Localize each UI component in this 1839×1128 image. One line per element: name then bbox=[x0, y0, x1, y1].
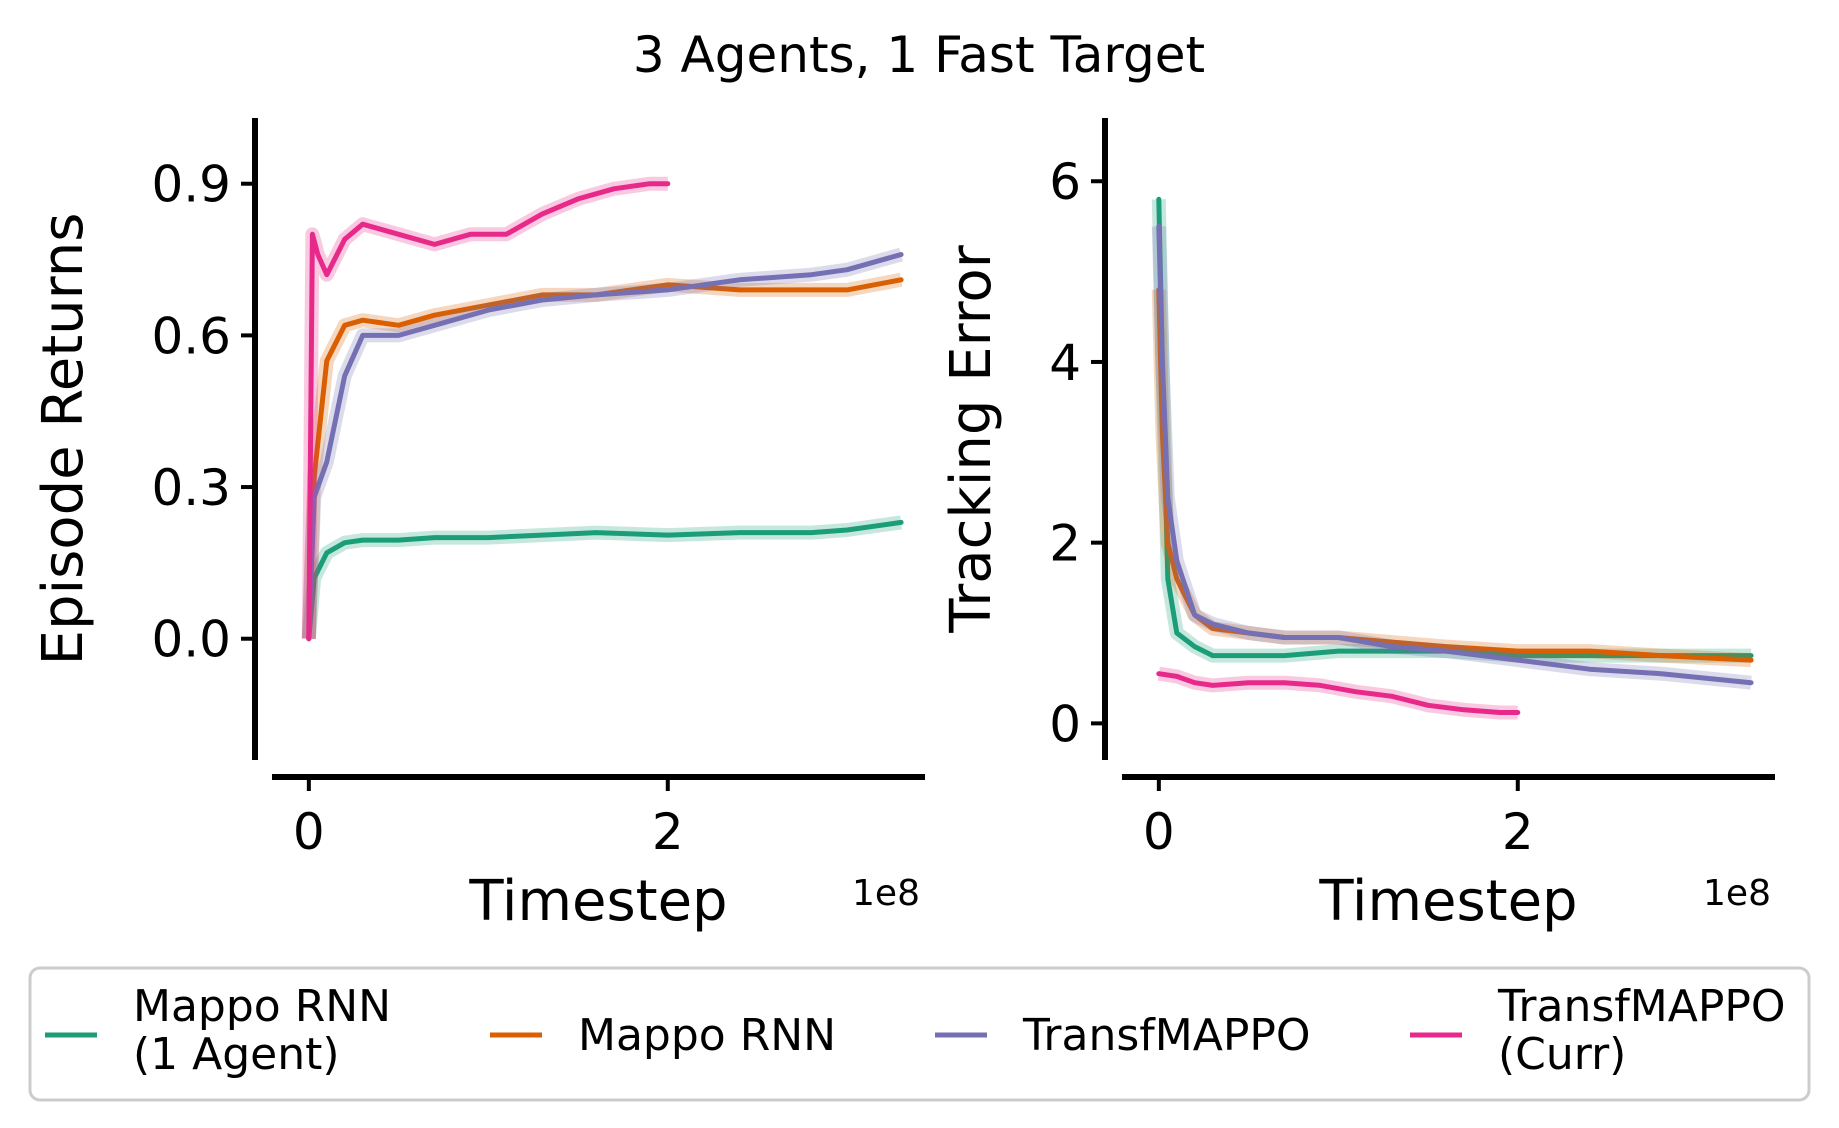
x-offset-label: 1e8 bbox=[1703, 873, 1771, 914]
x-tick-label: 2 bbox=[652, 803, 684, 861]
series-band-transfmappo_curr bbox=[1157, 666, 1518, 720]
x-tick-label: 0 bbox=[293, 803, 325, 861]
y-tick-label: 2 bbox=[1049, 515, 1081, 573]
y-tick-label: 0.6 bbox=[151, 307, 231, 365]
series-line-transfmappo bbox=[306, 252, 904, 642]
series-band-mappo_rnn_1agent bbox=[1151, 199, 1752, 663]
y-tick-label: 4 bbox=[1049, 334, 1081, 392]
x-axis-label: Timestep bbox=[468, 869, 727, 934]
x-tick-label: 2 bbox=[1502, 803, 1534, 861]
x-offset-label: 1e8 bbox=[852, 873, 920, 914]
returns-panel: 0.0 0.3 0.6 0.9 0 2 Timestep Episode Returns 1e8 bbox=[31, 118, 925, 934]
series-line-mappo_rnn bbox=[306, 277, 904, 642]
legend: Mappo RNN(1 Agent) Mappo RNN TransfMAPPOTr… bbox=[28, 966, 1811, 1102]
series-line-mappo_rnn_1agent bbox=[306, 519, 904, 642]
series-line-mappo_rnn_1agent bbox=[1156, 196, 1754, 659]
tracking-error-panel: 0 2 4 6 0 2 Timestep Tracking Error 1e8 bbox=[939, 118, 1775, 934]
legend-label-transfmappo_curr: (Curr) bbox=[1498, 1029, 1626, 1080]
y-tick-label: 6 bbox=[1049, 153, 1081, 211]
legend-frame bbox=[28, 966, 1811, 1102]
series-line-mappo_rnn bbox=[1156, 287, 1754, 663]
y-tick-label: 0.3 bbox=[151, 459, 231, 517]
y-tick-label: 0.0 bbox=[151, 611, 231, 669]
legend-label-mappo_rnn_1agent: Mappo RNN bbox=[133, 981, 391, 1032]
x-axis-label: Timestep bbox=[1318, 869, 1577, 934]
series-band-transfmappo bbox=[301, 247, 903, 639]
series-band-transfmappo bbox=[1151, 226, 1752, 690]
series-line-transfmappo_curr bbox=[1156, 671, 1521, 715]
series-band-transfmappo_curr bbox=[301, 176, 668, 639]
y-tick-label: 0.9 bbox=[151, 156, 231, 214]
series-band-mappo_rnn bbox=[1151, 289, 1752, 668]
y-axis-label: Tracking Error bbox=[939, 244, 1004, 633]
figure-title: 3 Agents, 1 Fast Target bbox=[633, 26, 1205, 84]
x-tick-label: 0 bbox=[1143, 803, 1175, 861]
series-line-transfmappo bbox=[1156, 223, 1754, 686]
y-axis-label: Episode Returns bbox=[31, 213, 96, 666]
legend-label-transfmappo_curr: TransfMAPPO bbox=[1497, 981, 1786, 1032]
legend-label-mappo_rnn: Mappo RNN bbox=[578, 1010, 836, 1061]
legend-label-mappo_rnn_1agent: (1 Agent) bbox=[133, 1029, 340, 1080]
series-line-transfmappo_curr bbox=[306, 181, 671, 642]
legend-label-transfmappo: TransfMAPPO bbox=[1022, 1010, 1311, 1061]
y-tick-label: 0 bbox=[1049, 695, 1081, 753]
